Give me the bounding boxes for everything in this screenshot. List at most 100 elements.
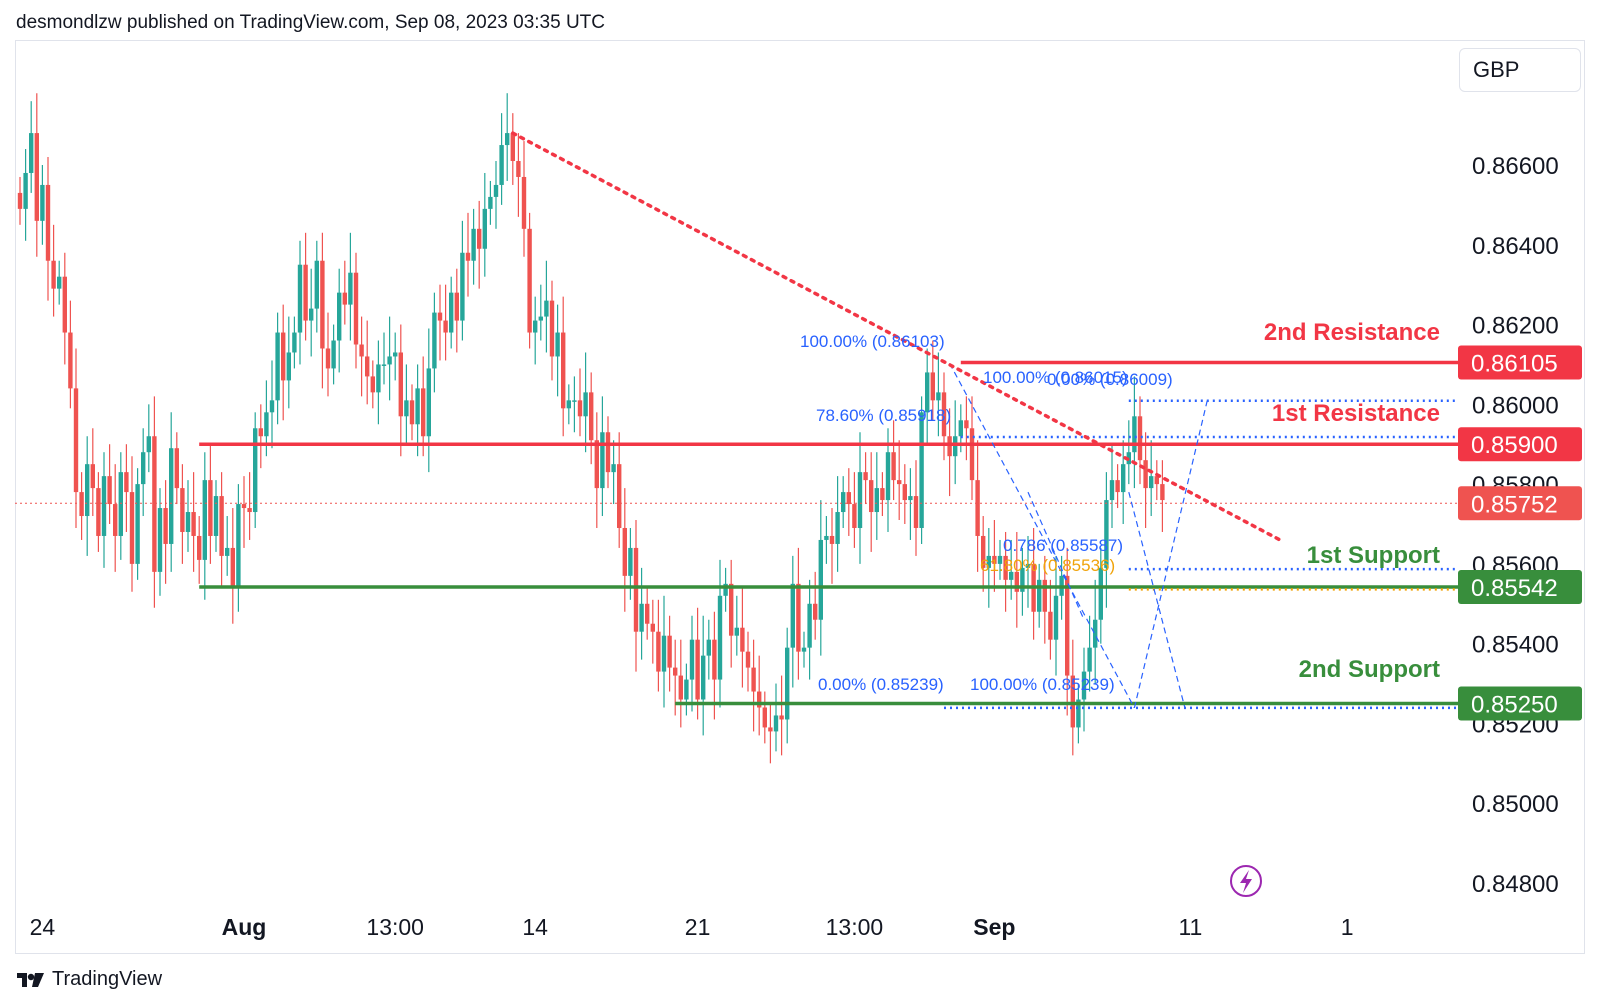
candle-body [813, 603, 818, 620]
trendline [511, 131, 1282, 542]
fib-label-right-0: 0.00% (0.86009) [1047, 370, 1173, 389]
fib-label-618: 61.80% (0.85536) [980, 556, 1115, 575]
resistance-1-label: 1st Resistance [1272, 400, 1440, 427]
candle-body [443, 320, 448, 333]
support-1-label: 1st Support [1307, 542, 1440, 569]
candle-body [482, 208, 487, 249]
candle-body [337, 292, 342, 341]
candle-body [1053, 595, 1059, 640]
candle-body [219, 496, 224, 556]
fib-label-786: 78.60% (0.85918) [816, 406, 951, 425]
candle-body [902, 484, 907, 501]
candle-body [17, 192, 23, 209]
candle-body [785, 647, 790, 720]
candle-body [947, 436, 952, 457]
resistance-2-badge-bg [1458, 345, 1582, 380]
candle-body [857, 472, 863, 528]
candle-body [493, 184, 499, 197]
candle-body [141, 452, 146, 485]
x-tick-label: 11 [1178, 914, 1202, 940]
candle-body [673, 667, 678, 676]
candle-body [309, 308, 314, 321]
candle-body [717, 595, 723, 680]
candle-body [667, 635, 672, 668]
candle-body [1037, 579, 1042, 612]
candle-body [376, 364, 381, 393]
chart-frame[interactable] [15, 40, 1585, 954]
candle-body [426, 368, 431, 437]
candle-body [706, 639, 711, 656]
x-tick-label: Sep [973, 914, 1015, 940]
y-tick-label: 0.85400 [1472, 632, 1559, 659]
candle-body [712, 639, 717, 680]
candle-body [964, 420, 969, 429]
x-tick-label: 21 [685, 914, 711, 940]
candle-body [488, 196, 493, 209]
candle-body [398, 352, 403, 417]
candle-body [381, 364, 387, 366]
x-tick-label: Aug [222, 914, 267, 940]
candle-body [566, 400, 571, 409]
candle-body [1121, 464, 1126, 493]
candle-body [365, 356, 370, 377]
candle-body [297, 264, 303, 333]
candle-body [1109, 480, 1115, 501]
candle-body [79, 492, 84, 517]
candle-body [421, 388, 426, 437]
currency-selector[interactable]: GBP [1459, 48, 1581, 92]
candle-body [152, 436, 157, 572]
candle-body [303, 264, 308, 321]
candle-body [1003, 555, 1008, 580]
lightning-alert-icon[interactable] [1230, 865, 1262, 897]
candle-body [1065, 575, 1070, 676]
last-price-badge: 0.85752 [1471, 491, 1558, 518]
candle-body [1087, 647, 1092, 672]
candles-layer [17, 93, 1165, 764]
candle-body [689, 639, 695, 680]
candle-body [90, 464, 95, 489]
candle-body [941, 392, 947, 437]
candle-body [913, 496, 919, 528]
candle-body [969, 428, 975, 481]
candle-body [757, 691, 762, 708]
fib-label-right-100b: 100.00% (0.85239) [970, 675, 1115, 694]
candle-body [958, 420, 963, 437]
candle-body [241, 504, 247, 509]
candle-body [269, 400, 275, 413]
candle-body [281, 332, 286, 381]
candle-body [331, 340, 336, 369]
candle-body [286, 352, 291, 381]
candle-body [981, 535, 986, 568]
candle-body [124, 472, 129, 493]
candle-body [437, 312, 443, 321]
candle-body [1025, 563, 1031, 568]
candle-body [555, 332, 560, 357]
candle-body [723, 583, 728, 596]
candle-body [600, 432, 605, 489]
candle-body [1093, 619, 1098, 648]
candle-body [908, 496, 913, 501]
candle-body [745, 651, 751, 668]
candle-body [23, 172, 28, 209]
candle-body [264, 412, 269, 437]
candle-body [678, 675, 683, 700]
candle-body [633, 547, 639, 632]
candle-body [449, 292, 454, 333]
candle-body [925, 372, 930, 413]
support-2-badge: 0.85250 [1471, 692, 1558, 719]
candle-body [1048, 611, 1053, 640]
candle-body [510, 133, 515, 162]
candle-body [611, 464, 616, 473]
x-tick-label: 13:00 [366, 914, 424, 940]
candle-body [762, 707, 767, 728]
candle-body [1132, 416, 1137, 453]
candle-body [874, 488, 879, 513]
candle-body [930, 372, 935, 401]
candle-body [1137, 416, 1143, 461]
candle-body [869, 480, 874, 513]
candle-body [197, 535, 202, 560]
brand-footer[interactable]: TradingView [16, 968, 162, 991]
candle-body [1149, 476, 1154, 489]
candle-body [997, 555, 1003, 564]
